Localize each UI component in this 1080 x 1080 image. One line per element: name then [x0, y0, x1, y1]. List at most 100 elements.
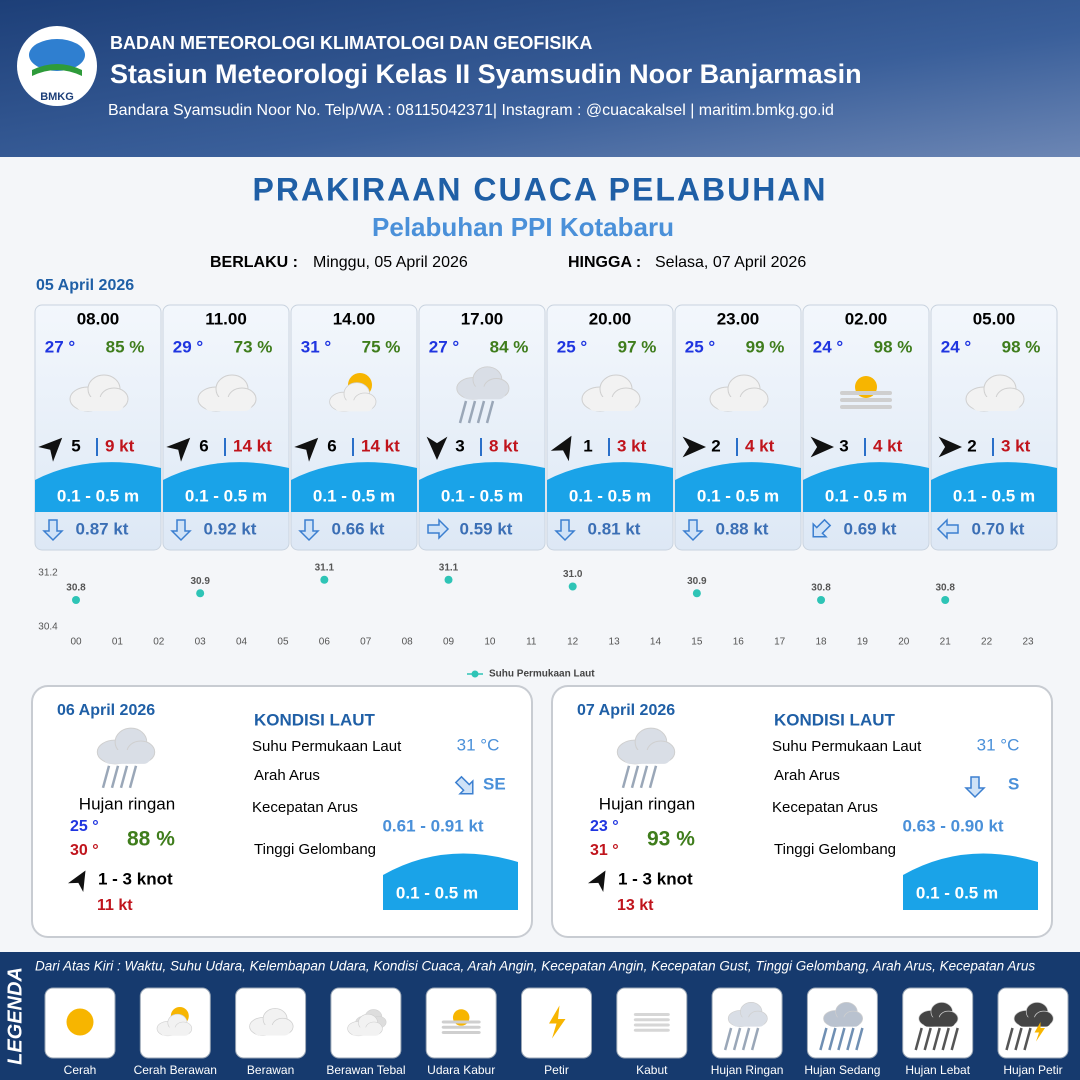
- legend-item: Hujan Lebat: [905, 1063, 970, 1077]
- legend-item: Udara Kabur: [427, 1063, 495, 1077]
- wave-height: 0.1 - 0.5 m: [697, 486, 779, 505]
- sea-heading: KONDISI LAUT: [774, 710, 896, 729]
- air-temp: 27 °: [45, 337, 76, 356]
- y-tick-label: 30.4: [38, 622, 58, 633]
- wave-value: 0.1 - 0.5 m: [916, 883, 998, 902]
- rain-streak: [467, 400, 477, 424]
- humidity: 97 %: [618, 337, 657, 356]
- x-tick-label: 00: [70, 637, 82, 648]
- y-tick-label: 31.2: [38, 568, 58, 579]
- haze-band: [840, 391, 892, 395]
- data-label: 30.9: [190, 576, 210, 587]
- current-arrow: [554, 519, 576, 542]
- current-speed: 0.87 kt: [76, 519, 129, 538]
- rain-streak: [837, 1027, 846, 1051]
- haze-band: [441, 1025, 481, 1029]
- current-speed: 0.88 kt: [716, 519, 769, 538]
- fog-band: [633, 1023, 670, 1027]
- gust-speed: 14 kt: [361, 436, 400, 455]
- rain-streak: [1014, 1027, 1023, 1051]
- x-tick-label: 08: [402, 637, 414, 648]
- x-tick-label: 21: [940, 637, 952, 648]
- wind-arrow: [810, 436, 834, 458]
- data-point: [568, 582, 577, 591]
- cloud-part: [716, 397, 764, 411]
- data-point: [72, 596, 80, 604]
- current-arrow: [682, 519, 704, 542]
- temp-max: 30 °: [70, 842, 99, 859]
- air-temp: 24 °: [813, 337, 844, 356]
- gust-speed: 3 kt: [617, 436, 647, 455]
- rain-streak: [914, 1027, 923, 1051]
- data-point: [444, 575, 453, 584]
- title: PRAKIRAAN CUACA PELABUHAN: [252, 171, 827, 207]
- cloud: [69, 374, 129, 412]
- x-tick-label: 03: [195, 637, 207, 648]
- sst-value: 31 °C: [977, 735, 1020, 754]
- wind-arrow: [938, 436, 962, 458]
- x-tick-label: 14: [650, 637, 662, 648]
- humidity: 84 %: [490, 337, 529, 356]
- legend-description: Dari Atas Kiri : Waktu, Suhu Udara, Kele…: [35, 959, 1035, 974]
- condition: Hujan ringan: [599, 794, 695, 813]
- current-arrow: [42, 519, 64, 542]
- fog-band: [633, 1018, 670, 1022]
- rain-streak: [1005, 1027, 1014, 1051]
- legend-label: Suhu Permukaan Laut: [489, 669, 595, 680]
- wind-speed: 3: [839, 436, 848, 455]
- x-tick-label: 05: [277, 637, 289, 648]
- valid-to: Selasa, 07 April 2026: [655, 254, 806, 271]
- wave-label: Tinggi Gelombang: [254, 841, 376, 858]
- x-tick-label: 22: [981, 637, 993, 648]
- x-tick-label: 19: [857, 637, 869, 648]
- cloud: [918, 1002, 959, 1027]
- cloud: [965, 374, 1025, 412]
- gust-speed: 14 kt: [233, 436, 272, 455]
- wave-height: 0.1 - 0.5 m: [313, 486, 395, 505]
- cloud: [709, 374, 769, 412]
- haze-band: [441, 1020, 481, 1024]
- cloud-part: [827, 1017, 860, 1027]
- humidity: 99 %: [746, 337, 785, 356]
- wind-arrow: [67, 870, 86, 893]
- legend-box: [616, 987, 688, 1059]
- rain-streak: [458, 400, 468, 424]
- wave-shape: [803, 462, 929, 512]
- wind-arrow: [682, 436, 706, 458]
- air-temp: 31 °: [301, 337, 332, 356]
- rain-streak: [828, 1027, 837, 1051]
- humidity: 98 %: [874, 337, 913, 356]
- rain-streak: [630, 765, 640, 789]
- temp-min: 23 °: [590, 818, 619, 835]
- x-tick-label: 07: [360, 637, 372, 648]
- logo-land: [32, 64, 82, 76]
- legend-item: Hujan Sedang: [804, 1063, 880, 1077]
- wave-shape: [675, 462, 801, 512]
- current-arrow: [170, 519, 192, 542]
- valid-from-label: BERLAKU :: [210, 254, 298, 271]
- rain-streak: [1023, 1027, 1032, 1051]
- wind-arrow: [426, 436, 448, 460]
- humidity: 73 %: [234, 337, 273, 356]
- legend-item: Hujan Petir: [1003, 1063, 1062, 1077]
- cloud-part: [334, 400, 373, 412]
- sst-label: Suhu Permukaan Laut: [252, 738, 402, 755]
- cloud-part: [588, 397, 636, 411]
- x-tick-label: 09: [443, 637, 455, 648]
- wind-speed: 5: [71, 436, 80, 455]
- cloud: [456, 366, 510, 400]
- logo-globe: [29, 39, 85, 71]
- cloud-part: [1018, 1017, 1051, 1027]
- x-tick-label: 16: [733, 637, 745, 648]
- wave-height: 0.1 - 0.5 m: [569, 486, 651, 505]
- cloud-part: [972, 397, 1020, 411]
- wave-height: 0.1 - 0.5 m: [953, 486, 1035, 505]
- wind-speed: 2: [711, 436, 720, 455]
- data-label: 30.9: [687, 576, 707, 587]
- contact-info: Bandara Syamsudin Noor No. Telp/WA : 081…: [108, 102, 834, 119]
- fog-band: [633, 1013, 670, 1016]
- subtitle: Pelabuhan PPI Kotabaru: [372, 212, 674, 242]
- cloud: [249, 1008, 294, 1036]
- dir-label: Arah Arus: [254, 767, 320, 784]
- cloud-part: [623, 749, 671, 764]
